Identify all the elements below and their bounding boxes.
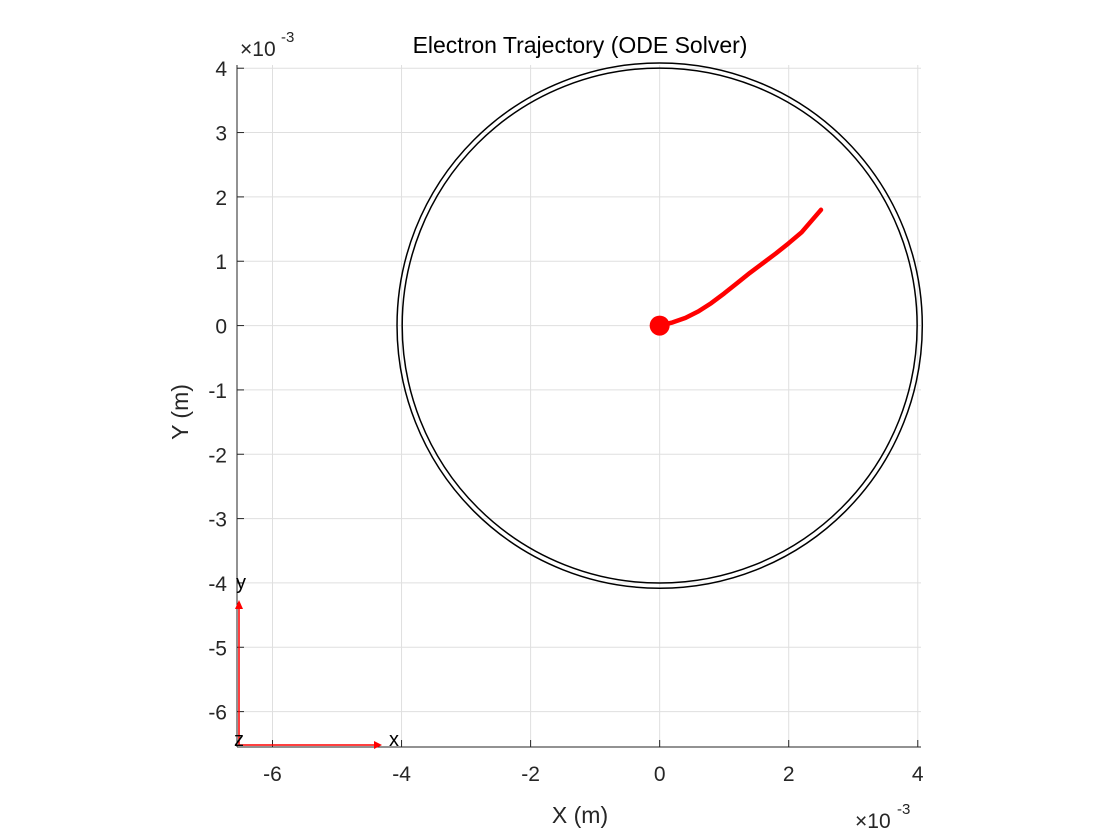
plot-area <box>396 62 924 589</box>
grid <box>237 65 921 747</box>
y-tick-label: 4 <box>215 58 227 81</box>
y-tick-label: -2 <box>208 444 227 467</box>
triad-x-arrowhead <box>374 741 382 749</box>
y-exponent-power: -3 <box>281 29 294 46</box>
triad-y-label: y <box>236 572 246 594</box>
y-tick-label: -1 <box>208 380 227 403</box>
axes <box>236 65 921 748</box>
tick-labels: -6 -4 -2 0 2 4 4 3 2 1 0 -1 -2 -3 -4 -5 -6 <box>208 58 924 786</box>
x-tick-label: -6 <box>263 763 282 786</box>
trajectory <box>657 207 824 328</box>
y-tick-label: -6 <box>208 702 227 725</box>
y-tick-label: 1 <box>215 251 227 274</box>
triad-y-arrowhead <box>235 600 243 609</box>
x-tick-label: -4 <box>392 763 411 786</box>
y-tick-label: -4 <box>208 573 227 596</box>
y-tick-label: 0 <box>215 316 227 339</box>
triad-z-label: z <box>234 729 244 751</box>
x-axis-label: X (m) <box>552 802 608 828</box>
y-exponent-label: ×10 -3 <box>240 29 294 61</box>
chart-title: Electron Trajectory (ODE Solver) <box>413 32 748 58</box>
y-tick-label: -3 <box>208 509 227 532</box>
boundary-outer <box>396 62 924 589</box>
y-tick-label: 3 <box>215 123 227 146</box>
start-point <box>649 315 670 336</box>
axes-triad: x y z <box>234 572 399 751</box>
x-tick-label: 0 <box>654 763 666 786</box>
x-tick-label: 4 <box>912 763 924 786</box>
y-axis-label: Y (m) <box>167 384 193 440</box>
x-tick-label: -2 <box>521 763 540 786</box>
x-exponent-label: ×10 -3 <box>855 801 910 833</box>
x-exponent-base: ×10 <box>855 810 891 833</box>
x-exponent-power: -3 <box>897 801 910 818</box>
y-tick-label: 2 <box>215 187 227 210</box>
boundary-inner <box>401 67 918 584</box>
y-tick-label: -5 <box>208 637 227 660</box>
y-exponent-base: ×10 <box>240 38 276 61</box>
x-tick-label: 2 <box>783 763 795 786</box>
triad-x-label: x <box>389 729 399 751</box>
